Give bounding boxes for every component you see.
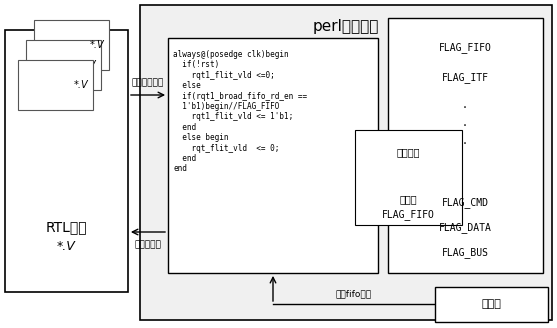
Text: 关键字: 关键字 bbox=[399, 194, 417, 204]
Text: FLAG_FIFO: FLAG_FIFO bbox=[438, 43, 491, 53]
Text: always@(posedge clk)begin
  if(!rst)
    rqt1_flit_vld <=0;
  else
  if(rqt1_bro: always@(posedge clk)begin if(!rst) rqt1_… bbox=[173, 50, 307, 174]
Text: ·: · bbox=[462, 139, 468, 149]
Bar bbox=[26, 40, 101, 90]
Text: FLAG_CMD: FLAG_CMD bbox=[442, 197, 488, 209]
Text: *.V: *.V bbox=[57, 240, 75, 254]
Text: FLAG_ITF: FLAG_ITF bbox=[442, 72, 488, 83]
Bar bbox=[355, 130, 462, 225]
Text: ·: · bbox=[462, 121, 468, 131]
Text: *.V: *.V bbox=[81, 60, 96, 70]
Text: RTL代码: RTL代码 bbox=[45, 220, 87, 234]
Bar bbox=[18, 60, 93, 110]
Text: *.V: *.V bbox=[74, 80, 88, 90]
Bar bbox=[34, 20, 109, 70]
Text: FLAG_FIFO: FLAG_FIFO bbox=[382, 210, 434, 220]
Text: FLAG_DATA: FLAG_DATA bbox=[438, 222, 491, 234]
Bar bbox=[140, 5, 552, 320]
Text: *.V: *.V bbox=[89, 40, 104, 50]
Text: 输入设计文件: 输入设计文件 bbox=[132, 78, 164, 87]
Bar bbox=[435, 287, 548, 322]
Text: 加入fifo断言: 加入fifo断言 bbox=[336, 289, 372, 298]
Bar bbox=[168, 38, 378, 273]
Text: 模式匹配: 模式匹配 bbox=[396, 147, 420, 157]
Bar bbox=[5, 30, 128, 292]
Text: perl脚本程序: perl脚本程序 bbox=[313, 19, 379, 34]
Text: 插入后返回: 插入后返回 bbox=[135, 240, 162, 249]
Text: 断言库: 断言库 bbox=[481, 299, 501, 309]
Text: ·: · bbox=[462, 103, 468, 113]
Text: FLAG_BUS: FLAG_BUS bbox=[442, 248, 488, 258]
Bar bbox=[388, 18, 543, 273]
